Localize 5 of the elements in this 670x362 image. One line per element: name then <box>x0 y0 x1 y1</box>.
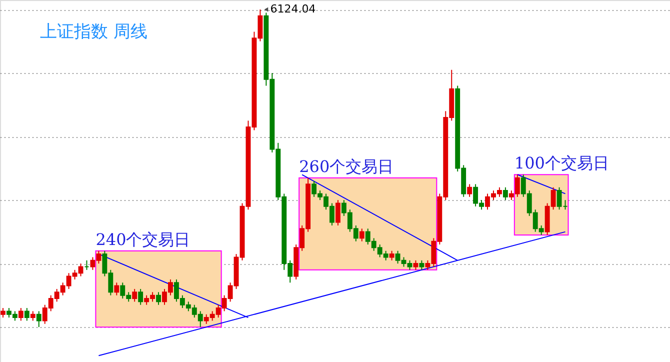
annotation: 240个交易日 <box>96 230 190 249</box>
text: 上证指数 周线 <box>40 22 148 42</box>
annotation: 6124.04 <box>270 2 316 16</box>
annotation: 100个交易日 <box>514 154 609 173</box>
annotation: 260个交易日 <box>299 156 394 176</box>
